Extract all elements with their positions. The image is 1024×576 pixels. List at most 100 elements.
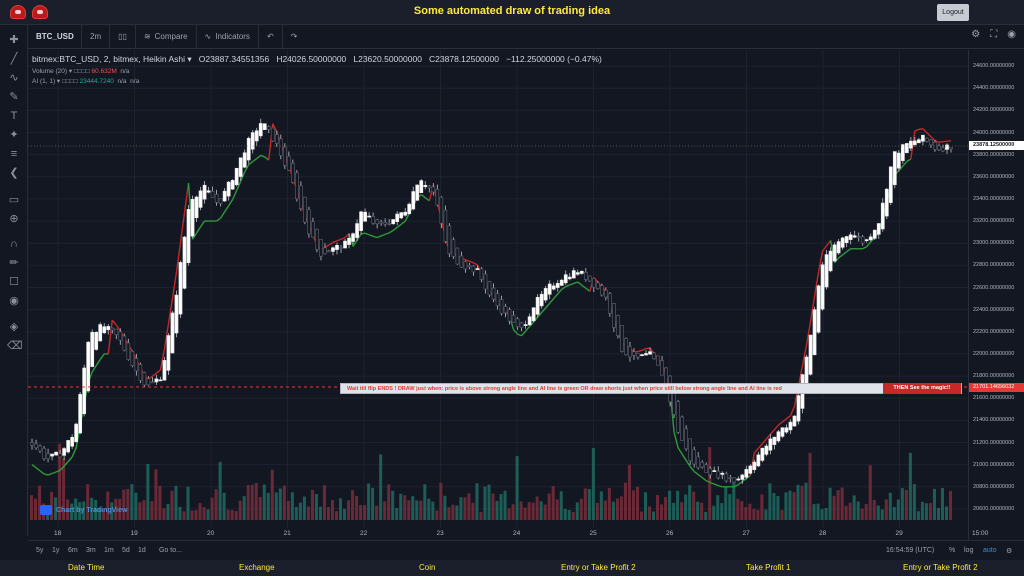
fib-icon[interactable]: ∿ <box>9 72 19 84</box>
volume-bar <box>214 489 218 520</box>
magnet-icon[interactable]: ∩ <box>10 238 18 250</box>
redo-button[interactable]: ↷ <box>283 25 306 49</box>
volume-bar <box>603 500 607 520</box>
volume-bar <box>912 484 916 520</box>
range-1m[interactable]: 1m <box>104 547 114 554</box>
volume-value: 60.632M <box>91 68 117 75</box>
auto-toggle[interactable]: auto <box>983 547 997 554</box>
axis-settings-icon[interactable]: ⚙ <box>1006 548 1013 555</box>
prediction-icon[interactable]: ≡ <box>10 148 18 160</box>
volume-bar <box>202 507 206 520</box>
volume-bar <box>844 505 848 520</box>
crosshair-icon[interactable]: ✚ <box>9 34 19 46</box>
utc-clock[interactable]: 16:54:59 (UTC) <box>886 547 935 554</box>
back-arrow-icon[interactable]: ❮ <box>9 167 19 179</box>
line-price-label: 21701.14656032 <box>969 382 1024 392</box>
fullscreen-icon[interactable]: ⛶ <box>990 29 998 40</box>
ohlc-close: C23878.12500000 <box>429 54 499 64</box>
text-icon[interactable]: T <box>10 110 18 122</box>
symbol-search[interactable]: BTC_USD <box>28 24 82 49</box>
goto-button[interactable]: Go to... <box>159 547 182 554</box>
chart-style-button[interactable]: ▯▯ <box>110 24 136 49</box>
range-5d[interactable]: 5d <box>122 547 130 554</box>
volume-bar <box>507 508 511 520</box>
ai-line-segment <box>737 481 743 486</box>
volume-bar <box>254 482 258 520</box>
price-axis[interactable]: 23878.12500000 21701.14656032 24600.0000… <box>968 50 1024 540</box>
candle-body <box>351 233 355 242</box>
volume-bar <box>194 510 198 520</box>
ai-line-segment <box>35 467 41 472</box>
lock-icon[interactable]: ☐ <box>9 276 19 288</box>
tradingview-watermark[interactable]: Chart by TradingView <box>40 505 127 515</box>
volume-bar <box>824 507 828 520</box>
zoom-icon[interactable]: ⊕ <box>9 213 19 225</box>
candle-body <box>600 285 604 296</box>
ai-line-segment <box>384 232 390 236</box>
volume-bar <box>278 488 282 520</box>
interval-button[interactable]: 2m <box>82 24 111 49</box>
ai-line-segment <box>773 424 779 431</box>
footer-take-profit-1: Take Profit 1 <box>746 563 791 572</box>
logout-button[interactable]: Logout <box>937 4 969 21</box>
candle-body <box>395 213 400 222</box>
price-tick-label: 22200.00000000 <box>973 328 1015 335</box>
candle-body <box>150 381 155 384</box>
ai-line-segment <box>577 281 583 286</box>
ai-line-segment <box>761 438 767 445</box>
trend-line-icon[interactable]: ╱ <box>10 53 18 65</box>
log-toggle[interactable]: log <box>964 547 974 554</box>
price-tick-label: 24200.00000000 <box>973 107 1015 114</box>
volume-bar <box>948 490 952 520</box>
range-3m[interactable]: 3m <box>86 547 96 554</box>
candle-body <box>527 316 532 326</box>
ai-line-segment <box>826 240 832 247</box>
ruler-icon[interactable]: ▭ <box>8 194 20 206</box>
volume-bar <box>134 492 138 520</box>
range-5y[interactable]: 5y <box>36 547 44 554</box>
volume-bar <box>222 492 226 520</box>
percent-toggle[interactable]: % <box>949 547 956 554</box>
eye-icon[interactable]: ◉ <box>9 295 19 307</box>
volume-bar <box>487 484 491 520</box>
candle-body <box>206 190 211 193</box>
candle-body <box>274 134 279 144</box>
candle-body <box>832 244 837 262</box>
ai-line-segment <box>549 298 555 304</box>
lock-drawing-icon[interactable]: ✏ <box>9 257 19 269</box>
volume-bar <box>407 500 411 520</box>
candle-body <box>94 331 99 350</box>
candle-body <box>587 275 592 282</box>
layers-icon[interactable]: ◈ <box>9 321 19 333</box>
indicators-button[interactable]: ∿ Indicators <box>197 24 259 49</box>
candle-body <box>455 247 460 265</box>
range-1d[interactable]: 1d <box>138 547 146 554</box>
candle-body <box>595 282 600 289</box>
ai-label[interactable]: AI (1, 1) <box>32 78 56 85</box>
brush-icon[interactable]: ✎ <box>9 91 19 103</box>
ai-line-segment <box>39 470 45 475</box>
range-6m[interactable]: 6m <box>68 547 78 554</box>
compare-button[interactable]: ≋ Compare <box>136 24 197 49</box>
time-axis[interactable]: 18 19 20 21 22 23 24 25 26 27 28 29 15:00 <box>28 528 988 540</box>
volume-bar <box>326 507 330 520</box>
trash-icon[interactable]: ⌫ <box>7 340 23 352</box>
candle-body <box>644 353 648 356</box>
candle-body <box>166 335 171 371</box>
price-chart[interactable] <box>28 50 968 528</box>
undo-button[interactable]: ↶ <box>259 24 283 49</box>
ai-line-segment <box>649 347 655 354</box>
settings-icon[interactable]: ⚙ <box>971 29 981 40</box>
volume-bar <box>138 502 142 520</box>
pattern-icon[interactable]: ✦ <box>9 129 19 141</box>
camera-icon[interactable]: ◉ <box>1007 29 1016 40</box>
series-title[interactable]: bitmex:BTC_USD, 2, bitmex, Heikin Ashi <box>32 54 186 64</box>
volume-bar <box>607 488 611 520</box>
candle-body <box>608 293 612 314</box>
ai-line-segment <box>569 282 575 286</box>
volume-label[interactable]: Volume (20) <box>32 68 68 75</box>
range-1y[interactable]: 1y <box>52 547 60 554</box>
ai-line-segment <box>324 244 330 249</box>
candle-body <box>772 436 777 445</box>
candle-body <box>379 221 383 224</box>
